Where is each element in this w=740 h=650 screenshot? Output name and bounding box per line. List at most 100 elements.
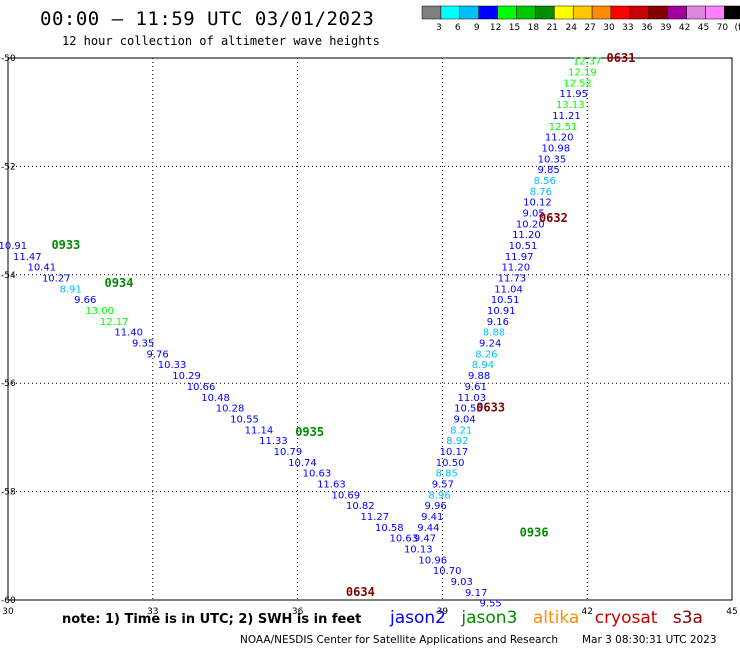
colorbar-label: 33 <box>622 23 633 33</box>
legend-jason3: jason3 <box>461 608 518 628</box>
x-tick-label: 45 <box>726 607 737 617</box>
wave-height-label: 9.17 <box>465 588 487 599</box>
wave-height-label: 8.92 <box>446 436 468 447</box>
wave-height-label: 12.19 <box>568 68 597 79</box>
wave-height-label: 11.03 <box>458 393 487 404</box>
colorbar-label: 42 <box>679 23 690 33</box>
wave-height-label: 11.63 <box>317 479 346 490</box>
colorbar-label: 45 <box>698 23 709 33</box>
pass-time-label: 0936 <box>520 525 549 539</box>
wave-height-label: 12.37 <box>573 57 602 68</box>
wave-height-label: 9.88 <box>468 371 490 382</box>
wave-height-label: 11.73 <box>498 274 527 285</box>
wave-height-label: 9.35 <box>132 339 154 350</box>
y-tick-label: -58 <box>1 488 16 498</box>
colorbar-label: 27 <box>584 23 595 33</box>
wave-height-label: 10.13 <box>404 545 433 556</box>
wave-height-label: 8.26 <box>475 349 497 360</box>
colorbar-label: 39 <box>660 23 672 33</box>
wave-height-label: 12.17 <box>100 317 129 328</box>
wave-height-label: 10.91 <box>487 306 516 317</box>
wave-height-label: 13.13 <box>556 100 585 111</box>
wave-height-label: 11.20 <box>545 133 574 144</box>
y-tick-label: -60 <box>1 596 16 606</box>
wave-height-label: 10.28 <box>216 404 245 415</box>
wave-height-label: 10.66 <box>187 382 216 393</box>
wave-height-label: 10.51 <box>491 295 520 306</box>
colorbar-swatch <box>478 5 498 20</box>
colorbar-swatch <box>554 5 574 20</box>
wave-height-label: 9.44 <box>417 523 439 534</box>
y-tick-label: -56 <box>1 379 16 389</box>
wave-height-label: 12.52 <box>563 78 592 89</box>
pass-time-label: 0934 <box>105 276 134 290</box>
wave-height-label: 10.33 <box>158 360 187 371</box>
x-tick-label: 30 <box>2 607 14 617</box>
wave-height-label: 11.95 <box>559 89 588 100</box>
chart-title: 00:00 – 11:59 UTC 03/01/2023 <box>40 8 375 30</box>
wave-height-label: 10.55 <box>230 414 259 425</box>
wave-height-label: 8.76 <box>530 187 552 198</box>
wave-height-label: 10.96 <box>418 555 447 566</box>
colorbar-swatch <box>572 5 593 20</box>
wave-height-label: 9.57 <box>432 479 454 490</box>
wave-height-label: 10.27 <box>42 274 71 285</box>
pass-time-label: 0633 <box>476 401 505 415</box>
wave-height-label: 9.66 <box>74 295 96 306</box>
wave-height-label: 10.63 <box>389 534 418 545</box>
colorbar-label: 9 <box>474 23 480 33</box>
wave-height-label: 10.79 <box>274 447 303 458</box>
wave-height-label: 10.20 <box>516 219 545 230</box>
colorbar-swatch <box>497 5 517 20</box>
wave-height-label: 9.05 <box>522 208 544 219</box>
plot-frame <box>7 57 733 601</box>
x-tick-label: 39 <box>437 607 449 617</box>
wave-height-label: 8.88 <box>483 328 505 339</box>
colorbar-label: 21 <box>547 23 558 33</box>
colorbar-label: 15 <box>509 23 520 33</box>
wave-height-label: 8.85 <box>436 469 458 480</box>
colorbar-swatch <box>421 5 442 20</box>
wave-height-label: 10.51 <box>509 241 538 252</box>
wave-height-label: 9.03 <box>451 577 473 588</box>
wave-height-label: 10.69 <box>332 490 361 501</box>
colorbar-swatch <box>440 5 461 20</box>
wave-height-label: 10.55 <box>454 404 483 415</box>
wave-height-label: 9.04 <box>453 414 475 425</box>
colorbar-swatch <box>686 5 706 20</box>
colorbar-label: 24 <box>565 23 577 33</box>
wave-height-label: 11.33 <box>259 436 288 447</box>
chart-subtitle: 12 hour collection of altimeter wave hei… <box>62 34 380 48</box>
wave-height-label: 9.61 <box>465 382 487 393</box>
colorbar-swatch <box>648 5 668 20</box>
wave-height-label: 12.51 <box>549 122 578 133</box>
wave-height-label: 9.41 <box>421 512 443 523</box>
colorbar-swatch <box>591 5 612 20</box>
pass-time-label: 0631 <box>607 51 636 65</box>
units-note: note: 1) Time is in UTC; 2) SWH is in fe… <box>62 612 362 627</box>
wave-height-label: 9.55 <box>480 599 502 610</box>
colorbar-label: 36 <box>641 23 653 33</box>
wave-height-label: 10.17 <box>440 447 469 458</box>
wave-height-label: 10.41 <box>27 263 56 274</box>
wave-height-label: 9.16 <box>487 317 509 328</box>
wave-height-label: 10.50 <box>436 458 465 469</box>
wave-height-label: 10.74 <box>288 458 317 469</box>
pass-time-label: 0935 <box>295 425 324 439</box>
wave-height-label: 11.40 <box>114 328 143 339</box>
wave-height-label: 13.00 <box>85 306 114 317</box>
wave-height-label: 11.14 <box>245 425 274 436</box>
legend-altika: altika <box>532 608 580 628</box>
wave-height-label: 8.56 <box>534 176 556 187</box>
legend-cryosat: cryosat <box>594 608 658 628</box>
colorbar-label: 70 <box>717 23 729 33</box>
colorbar-label: 12 <box>490 23 501 33</box>
y-tick-label: -54 <box>1 271 16 281</box>
credit-text: NOAA/NESDIS Center for Satellite Applica… <box>240 634 558 646</box>
legend-jason2: jason2 <box>390 608 446 628</box>
x-tick-label: 33 <box>147 607 158 617</box>
wave-height-label: 11.20 <box>512 230 541 241</box>
wave-height-label: 10.58 <box>375 523 404 534</box>
y-tick-label: -50 <box>1 54 16 64</box>
